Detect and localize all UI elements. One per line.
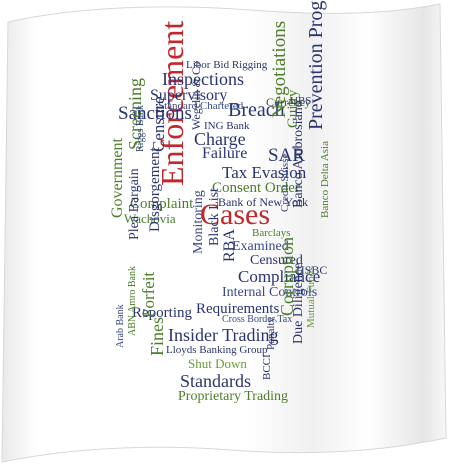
- word-mutual-funds: Mutual Funds: [305, 266, 317, 328]
- word-standards: Standards: [180, 371, 251, 391]
- word-breach: Breach: [228, 99, 285, 121]
- word-internal-controls: Internal Controls: [222, 285, 318, 300]
- word-hsbc: HSBC: [296, 263, 328, 277]
- word-ing-bank: ING Bank: [204, 120, 250, 132]
- word-plea-bargain: Plea Bargain: [127, 168, 142, 240]
- word-shut-down: Shut Down: [188, 356, 247, 371]
- word-cross-border-tax: Cross Border Tax: [222, 314, 293, 325]
- word-lloyds: Lloyds Banking Group: [166, 344, 268, 356]
- word-charge: Charge: [194, 129, 246, 149]
- word-libor-bid-rigging: Libor Bid Rigging: [186, 59, 268, 71]
- word-reporting: Reporting: [132, 305, 192, 321]
- word-government: Government: [109, 138, 126, 218]
- word-supervisory: Supervisory: [150, 87, 228, 104]
- word-forfeit: Forfeit: [139, 271, 158, 318]
- word-consent-order: Consent Order: [212, 180, 300, 196]
- word-monitoring: Monitoring: [191, 190, 206, 254]
- word-disgorgement: Disgorgement: [147, 147, 163, 232]
- word-wegelin: Wegelin & Co: [189, 60, 203, 130]
- word-compliance: Compliance: [238, 267, 321, 286]
- word-sar: SAR: [268, 145, 305, 166]
- word-inspections: Inspections: [162, 69, 244, 89]
- word-tax-evasion: Tax Evasion: [222, 163, 307, 182]
- word-wachovia: Wachovia: [124, 211, 176, 226]
- word-insider-trading: Insider Trading: [168, 325, 279, 345]
- word-bcci: BCCI: [261, 354, 273, 380]
- word-due-diligence: Due Diligence: [291, 262, 306, 344]
- word-proprietary-trading: Proprietary Trading: [178, 389, 289, 404]
- word-sanctions: Sanctions: [118, 103, 192, 124]
- word-barclays: Barclays: [252, 227, 291, 239]
- word-rba: RBA: [221, 229, 238, 262]
- word-fines: Fines: [147, 316, 167, 356]
- word-standard-chartered: Standard Chartered: [158, 100, 244, 112]
- word-prevention-programme: Prevention Programme: [305, 0, 327, 130]
- word-banco-ambrosiano: Banco Ambrosiano: [291, 100, 306, 208]
- word-examined: Examined: [232, 239, 289, 254]
- word-banco-delta-asia: Banco Delta Asia: [319, 141, 331, 218]
- word-abn-amro: ABN Amro Bank: [127, 266, 138, 336]
- word-arab-bank: Arab Bank: [115, 304, 126, 348]
- word-ubs: UBS: [290, 95, 312, 107]
- word-requirements: Requirements: [196, 301, 280, 317]
- word-censured: Censured: [250, 253, 303, 268]
- word-black-list: Black List: [207, 188, 222, 246]
- word-cases: Cases: [200, 198, 270, 231]
- word-censure: Censure: [149, 96, 168, 152]
- word-bank-of-new-york: Bank of New York: [218, 195, 308, 209]
- word-penalty: Penalty: [265, 317, 277, 350]
- word-currency: Currency: [266, 95, 311, 109]
- word-failure: Failure: [202, 145, 248, 162]
- word-credit-suisse: Credit Suisse: [279, 153, 291, 212]
- word-complaint: Complaint: [130, 196, 194, 212]
- word-riggs-bank: Riggs Bank: [135, 105, 146, 152]
